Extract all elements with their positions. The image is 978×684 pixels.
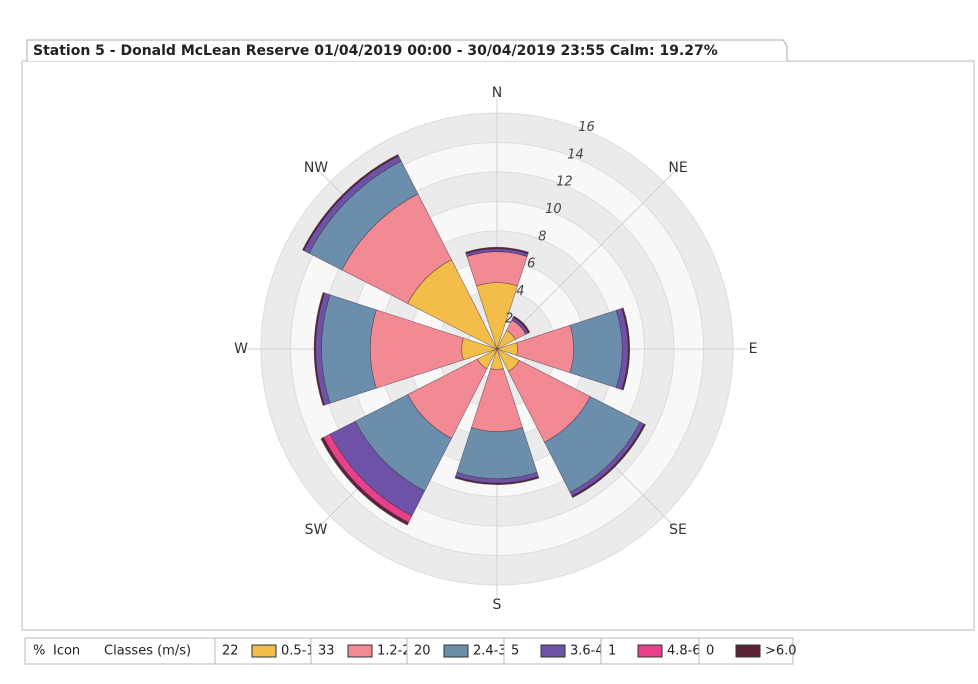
wind-segment [321,294,377,404]
wind-segment [454,476,540,485]
wind-segment [571,423,646,498]
wind-segment [320,436,410,526]
radial-tick-label: 10 [545,202,562,217]
spoke [496,171,675,350]
legend-swatch [251,644,277,658]
direction-label: W [234,341,248,357]
direction-label: SE [669,522,687,538]
wind-segment [313,292,325,406]
radial-tick-label: 16 [578,120,595,135]
legend-swatch [637,644,663,658]
wind-segment [621,307,631,391]
direction-label: NW [304,160,328,176]
legend-header: % [33,644,45,659]
direction-label: S [493,597,502,613]
legend-header: Icon [53,644,80,659]
radial-tick-label: 2 [505,311,513,326]
radial-tick-label: 14 [567,147,584,162]
direction-label: N [492,85,502,101]
direction-label: SW [305,522,328,538]
direction-label: NE [668,160,687,176]
legend-percent: 1 [608,644,616,659]
wind-segment [512,315,531,334]
radial-tick-label: 8 [538,229,546,244]
radial-tick-label: 12 [556,175,573,190]
legend-percent: 20 [414,644,431,659]
direction-label: E [749,341,758,357]
radial-tick-label: 6 [527,257,535,272]
legend-swatch [735,644,761,658]
legend-swatch [443,644,469,658]
legend-header: Classes (m/s) [104,644,191,659]
legend-swatch [540,644,566,658]
wind-segment [302,154,400,252]
legend: % Icon Classes (m/s) 22 0.5-1.233 1.2-2.420 2.… [24,637,797,665]
title-tab [26,39,788,61]
radial-tick-label: 4 [516,284,524,299]
legend-cell [24,637,216,665]
wind-segment [456,427,538,480]
legend-percent: 22 [222,644,239,659]
wind-segment [465,246,529,255]
chart-title: Station 5 - Donald McLean Reserve 01/04/… [33,43,718,59]
legend-percent: 0 [706,644,714,659]
legend-swatch [347,644,373,658]
wind-segment [466,251,528,287]
legend-percent: 33 [318,644,335,659]
legend-label: >6.0 [765,644,797,659]
legend-percent: 5 [511,644,519,659]
